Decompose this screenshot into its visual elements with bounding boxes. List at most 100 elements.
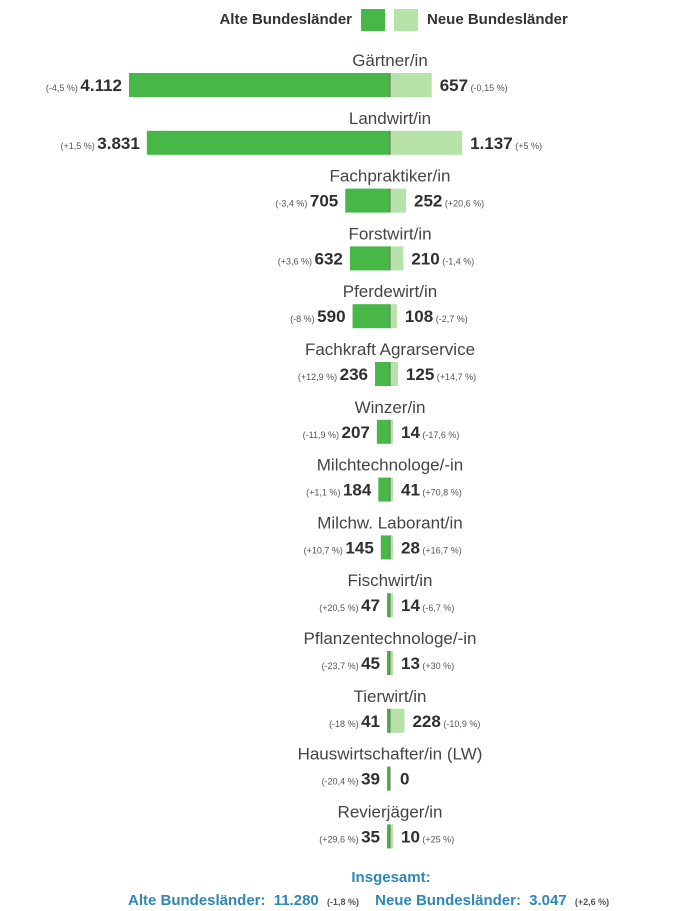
- legend-swatch-west: [361, 9, 385, 31]
- value-east: 28: [401, 538, 420, 557]
- value-label-west: (-3,4 %) 705: [275, 192, 338, 211]
- change-label-west: (-8 %): [290, 314, 317, 324]
- value-east: 13: [401, 654, 420, 673]
- change-label-west: (+3,6 %): [278, 256, 315, 266]
- value-west: 45: [361, 654, 380, 673]
- change-label-west: (-20,4 %): [322, 777, 362, 787]
- total-line: Alte Bundesländer: 11.280 (-1,8 %) Neue …: [128, 892, 609, 909]
- change-label-east: (+14,7 %): [434, 372, 476, 382]
- bar-rows: Gärtner/in (-4,5 %) 4.112 657 (-0,15 %) Lan…: [46, 51, 542, 849]
- value-west: 207: [341, 423, 369, 442]
- value-west: 590: [317, 307, 345, 326]
- value-label-east: 125 (+14,7 %): [406, 365, 476, 384]
- bar-west: [375, 362, 390, 386]
- value-east: 14: [401, 596, 420, 615]
- value-label-east: 14 (-17,6 %): [401, 423, 459, 442]
- change-label-east: (-2,7 %): [433, 314, 468, 324]
- value-east: 1.137: [470, 134, 513, 153]
- bar-west: [380, 535, 390, 560]
- total-title: Insgesamt:: [351, 869, 430, 886]
- legend-swatch-east: [394, 9, 418, 31]
- total-east-value: 3.047: [529, 892, 567, 909]
- total-east-change: (+2,6 %): [575, 897, 609, 907]
- change-label-east: (+16,7 %): [420, 545, 462, 555]
- change-label-west: (-3,4 %): [275, 199, 310, 209]
- value-label-east: 13 (+30 %): [401, 654, 454, 673]
- category-label: Fachkraft Agrarservice: [305, 340, 475, 359]
- bar-east: [390, 304, 397, 329]
- bar-east: [390, 651, 393, 675]
- change-label-west: (+1,5 %): [61, 141, 98, 151]
- value-east: 108: [405, 307, 433, 326]
- change-label-east: (-6,7 %): [420, 603, 455, 613]
- value-west: 705: [310, 192, 338, 211]
- category-label: Pflanzentechnologe/-in: [304, 629, 477, 648]
- totals: Insgesamt: Alte Bundesländer: 11.280 (-1…: [128, 869, 609, 909]
- value-label-west: (+1,5 %) 3.831: [61, 134, 140, 153]
- value-west: 39: [361, 770, 380, 789]
- change-label-west: (-11,9 %): [303, 430, 342, 440]
- legend: Alte Bundesländer Neue Bundesländer: [219, 9, 568, 31]
- category-label: Fachpraktiker/in: [330, 167, 451, 186]
- bar-west: [376, 419, 390, 444]
- legend-label-west: Alte Bundesländer: [219, 11, 352, 28]
- total-west-label: Alte Bundesländer:: [128, 892, 266, 909]
- value-label-east: 0: [400, 770, 409, 789]
- bar-east: [390, 419, 393, 444]
- category-label: Landwirt/in: [349, 109, 431, 128]
- category-label: Forstwirt/in: [348, 224, 431, 243]
- value-west: 41: [361, 712, 380, 731]
- value-label-west: (+10,7 %) 145: [304, 538, 374, 557]
- bar-east: [390, 73, 432, 97]
- change-label-east: (+25 %): [420, 834, 454, 844]
- bar-west: [387, 766, 390, 791]
- value-west: 632: [315, 249, 343, 268]
- value-east: 210: [411, 249, 439, 268]
- category-label: Winzer/in: [355, 398, 426, 417]
- value-label-east: 14 (-6,7 %): [401, 596, 454, 615]
- change-label-east: (-10,9 %): [441, 719, 481, 729]
- change-label-west: (+20,5 %): [319, 603, 361, 613]
- bar-west: [352, 304, 390, 329]
- change-label-east: (+70,8 %): [420, 488, 462, 498]
- bar-west: [129, 73, 390, 97]
- value-label-west: (+3,6 %) 632: [278, 249, 343, 268]
- category-label: Hauswirtschafter/in (LW): [298, 745, 483, 764]
- value-label-east: 28 (+16,7 %): [401, 538, 462, 557]
- value-label-west: (-20,4 %) 39: [322, 770, 380, 789]
- value-east: 657: [440, 76, 468, 95]
- category-label: Fischwirt/in: [347, 571, 432, 590]
- value-east: 41: [401, 481, 420, 500]
- change-label-west: (-23,7 %): [322, 661, 362, 671]
- value-west: 3.831: [97, 134, 140, 153]
- bar-west: [387, 708, 390, 733]
- value-east: 14: [401, 423, 420, 442]
- total-east-label: Neue Bundesländer:: [375, 892, 521, 909]
- value-label-west: (+12,9 %) 236: [298, 365, 368, 384]
- value-label-west: (+20,5 %) 47: [319, 596, 380, 615]
- category-label: Revierjäger/in: [338, 802, 443, 821]
- value-label-west: (-11,9 %) 207: [303, 423, 370, 442]
- value-label-west: (-23,7 %) 45: [322, 654, 380, 673]
- bar-east: [390, 130, 463, 155]
- value-label-east: 10 (+25 %): [401, 827, 454, 846]
- value-label-west: (+1,1 %) 184: [306, 481, 372, 500]
- change-label-west: (+12,9 %): [298, 372, 340, 382]
- change-label-east: (-0,15 %): [468, 83, 508, 93]
- bar-west: [387, 651, 390, 675]
- value-label-east: 1.137 (+5 %): [470, 134, 542, 153]
- change-label-west: (-4,5 %): [46, 83, 81, 93]
- value-west: 35: [361, 827, 380, 846]
- change-label-east: (+30 %): [420, 661, 454, 671]
- bar-west: [146, 130, 390, 155]
- legend-label-east: Neue Bundesländer: [427, 11, 568, 28]
- value-label-east: 252 (+20,6 %): [414, 192, 484, 211]
- bar-east: [390, 246, 404, 271]
- category-label: Milchtechnologe/-in: [317, 456, 463, 475]
- bar-east: [390, 477, 393, 502]
- value-west: 145: [345, 538, 373, 557]
- bar-west: [387, 593, 390, 618]
- value-west: 184: [343, 481, 372, 500]
- value-east: 0: [400, 770, 409, 789]
- category-label: Gärtner/in: [352, 51, 428, 70]
